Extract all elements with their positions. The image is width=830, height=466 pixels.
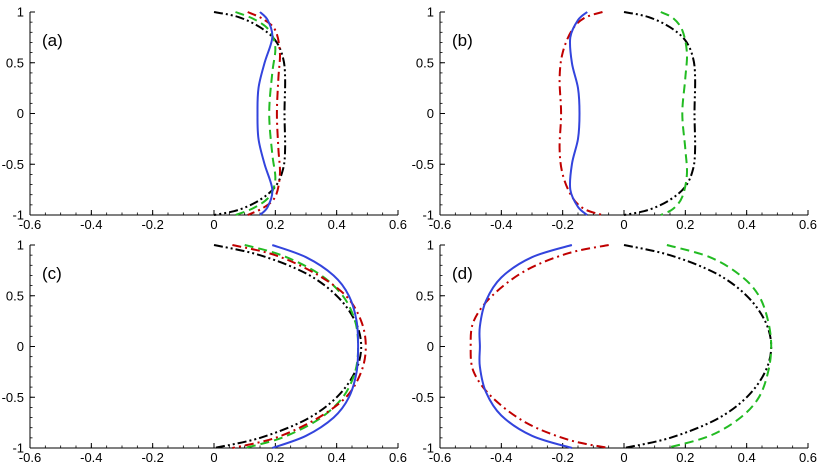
x-tick-label: -0.2 <box>141 450 163 465</box>
x-tick-label: 0.4 <box>328 217 346 232</box>
y-tick-label: 0.5 <box>6 55 24 70</box>
y-tick-label: -1 <box>422 441 434 456</box>
x-tick-label: 0.2 <box>676 450 694 465</box>
panel-label: (d) <box>452 264 473 283</box>
x-tick-label: 0.4 <box>328 450 346 465</box>
series-red-dashdot <box>247 11 281 216</box>
y-tick-label: 0.5 <box>6 288 24 303</box>
x-tick-label: 0.2 <box>266 217 284 232</box>
x-tick-label: 0 <box>620 450 627 465</box>
x-tick-label: 0.6 <box>799 217 817 232</box>
y-tick-label: -0.5 <box>412 390 434 405</box>
panel-4: -0.6 -0.4 -0.2 0 0.2 0.4 0.6 -1 -0.5 0 0.5 1 (d) <box>412 238 817 466</box>
series-blue-solid <box>256 11 274 216</box>
x-tick-label: 0.2 <box>676 217 694 232</box>
panel-label: (a) <box>42 31 63 50</box>
y-tick-label: 0.5 <box>416 55 434 70</box>
y-tick-label: -1 <box>422 208 434 223</box>
x-tick-label: 0.2 <box>266 450 284 465</box>
series-blue-solid <box>568 11 588 216</box>
x-tick-label: -0.4 <box>490 450 512 465</box>
panel-1: -0.6 -0.4 -0.2 0 0.2 0.4 0.6 -1 -0.5 0 0.5 1 (a) <box>2 5 407 233</box>
x-tick-label: -0.2 <box>141 217 163 232</box>
y-tick-label: 0.5 <box>416 288 434 303</box>
series-black-dashdotdot <box>213 244 363 449</box>
x-tick-label: -0.6 <box>19 450 41 465</box>
panel-label: (c) <box>42 264 62 283</box>
x-tick-label: 0.6 <box>389 217 407 232</box>
y-tick-label: -0.5 <box>2 390 24 405</box>
panel-3: -0.6 -0.4 -0.2 0 0.2 0.4 0.6 -1 -0.5 0 0.5 1 (c) <box>2 238 407 466</box>
series-black-dashdotdot <box>213 11 287 216</box>
y-tick-label: 0 <box>17 339 24 354</box>
panel-2: -0.6 -0.4 -0.2 0 0.2 0.4 0.6 -1 -0.5 0 0.5 1 (b) <box>412 5 817 233</box>
x-tick-label: 0.4 <box>738 450 756 465</box>
series-red-dashdot <box>232 244 367 449</box>
series-black-dashdotdot <box>623 244 773 449</box>
panel-label: (b) <box>452 31 473 50</box>
y-tick-label: -1 <box>12 208 24 223</box>
y-tick-label: 1 <box>427 238 434 253</box>
series-blue-solid <box>478 244 573 449</box>
y-tick-label: -0.5 <box>412 157 434 172</box>
y-tick-label: -0.5 <box>2 157 24 172</box>
x-tick-label: -0.2 <box>551 450 573 465</box>
series-red-dashdot <box>469 244 609 449</box>
x-tick-label: -0.4 <box>80 217 102 232</box>
series-green-dashed <box>244 244 360 449</box>
y-tick-label: 1 <box>17 238 24 253</box>
x-tick-label: 0 <box>210 217 217 232</box>
series-black-dashdotdot <box>623 11 697 216</box>
y-tick-label: -1 <box>12 441 24 456</box>
x-tick-label: -0.6 <box>19 217 41 232</box>
x-tick-label: -0.6 <box>429 217 451 232</box>
y-tick-label: 0 <box>427 106 434 121</box>
x-tick-label: 0 <box>210 450 217 465</box>
y-tick-label: 1 <box>427 5 434 20</box>
x-tick-label: -0.4 <box>80 450 102 465</box>
x-tick-label: 0.6 <box>389 450 407 465</box>
x-tick-label: -0.6 <box>429 450 451 465</box>
series-green-dashed <box>235 11 277 216</box>
x-tick-label: 0.4 <box>738 217 756 232</box>
series-red-dashdot <box>558 11 603 216</box>
y-tick-label: 0 <box>17 106 24 121</box>
series-green-dashed <box>666 244 773 449</box>
x-tick-label: 0.6 <box>799 450 817 465</box>
y-tick-label: 0 <box>427 339 434 354</box>
x-tick-label: -0.4 <box>490 217 512 232</box>
x-tick-label: -0.2 <box>551 217 573 232</box>
series-green-dashed <box>660 11 689 216</box>
series-blue-solid <box>271 244 360 449</box>
y-tick-label: 1 <box>17 5 24 20</box>
x-tick-label: 0 <box>620 217 627 232</box>
